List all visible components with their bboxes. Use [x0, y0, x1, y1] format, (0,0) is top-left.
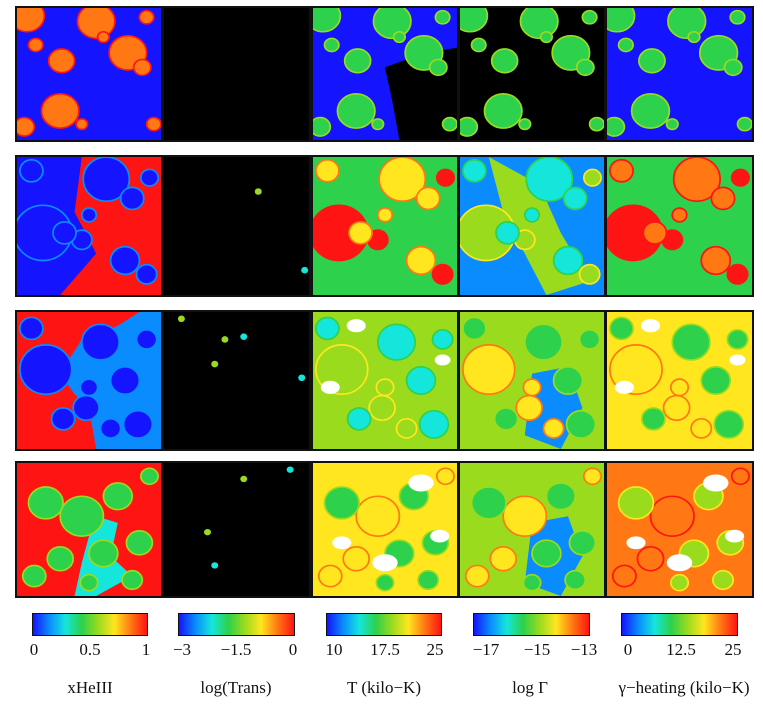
map-panel-row2-log-trans — [162, 155, 311, 297]
tick-log-gamma-mid: −15 — [523, 640, 551, 659]
label-gamma-heating: γ−heating (kilo−K) — [618, 678, 750, 697]
colorbar-gamma-heating — [621, 613, 738, 636]
tick-temperature-max: 25 — [426, 640, 444, 659]
colorbar-log-gamma — [473, 613, 590, 636]
tick-gamma-heating-max: 25 — [724, 640, 742, 659]
colorbar-xheiii — [32, 613, 148, 636]
map-panel-row3-xheiii — [15, 310, 163, 451]
tick-log-trans-min: −3 — [172, 640, 192, 659]
colorbar-temperature — [326, 613, 442, 636]
label-log-gamma: log Γ — [512, 678, 548, 697]
map-panel-row2-temperature — [311, 155, 459, 297]
map-panel-row3-log-trans — [162, 310, 311, 451]
map-panel-row4-gamma-heating — [605, 461, 754, 598]
tick-log-gamma-min: −17 — [472, 640, 500, 659]
map-panel-row4-log-gamma — [458, 461, 606, 598]
tick-gamma-heating-min: 0 — [623, 640, 633, 659]
tick-log-gamma-max: −13 — [570, 640, 598, 659]
tick-xheiii-min: 0 — [29, 640, 39, 659]
tick-log-trans-max: 0 — [288, 640, 298, 659]
map-panel-row4-temperature — [311, 461, 459, 598]
tick-xheiii-max: 1 — [141, 640, 151, 659]
map-panel-row1-log-gamma — [458, 6, 606, 142]
map-panel-row3-gamma-heating — [605, 310, 754, 451]
map-panel-row1-log-trans — [162, 6, 311, 142]
tick-log-trans-mid: −1.5 — [220, 640, 252, 659]
map-panel-row1-xheiii — [15, 6, 163, 142]
tick-temperature-mid: 17.5 — [370, 640, 400, 659]
map-panel-row1-temperature — [311, 6, 459, 142]
map-panel-row4-xheiii — [15, 461, 163, 598]
label-log-trans: log(Trans) — [200, 678, 272, 697]
label-temperature: T (kilo−K) — [347, 678, 421, 697]
colorbar-log-trans — [178, 613, 295, 636]
map-panel-row3-log-gamma — [458, 310, 606, 451]
map-panel-row4-log-trans — [162, 461, 311, 598]
label-xheiii: xHeIII — [67, 678, 113, 697]
map-panel-row1-gamma-heating — [605, 6, 754, 142]
tick-gamma-heating-mid: 12.5 — [666, 640, 696, 659]
map-panel-row2-xheiii — [15, 155, 163, 297]
map-panel-row2-gamma-heating — [605, 155, 754, 297]
map-panel-row2-log-gamma — [458, 155, 606, 297]
tick-temperature-min: 10 — [325, 640, 343, 659]
tick-xheiii-mid: 0.5 — [79, 640, 101, 659]
map-panel-row3-temperature — [311, 310, 459, 451]
